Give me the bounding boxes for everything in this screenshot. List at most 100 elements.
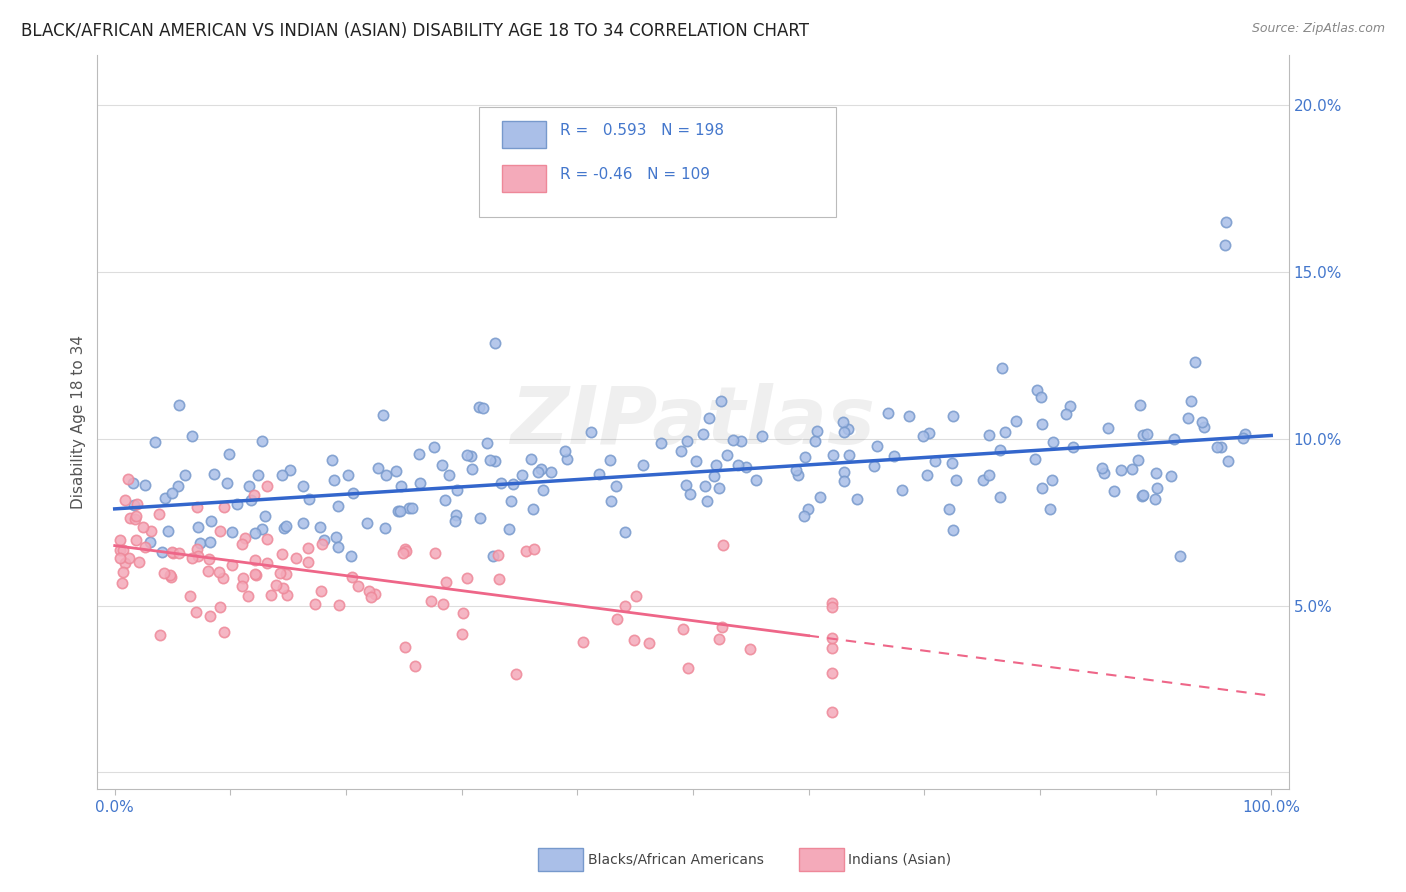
Point (160, 570, 183, 584)
Point (1177, 410, 1199, 425)
Point (250, 522, 273, 536)
Point (676, 661, 699, 675)
Point (233, 531, 256, 545)
Text: BLACK/AFRICAN AMERICAN VS INDIAN (ASIAN) DISABILITY AGE 18 TO 34 CORRELATION CHA: BLACK/AFRICAN AMERICAN VS INDIAN (ASIAN)… (21, 22, 808, 40)
Point (240, 492, 263, 507)
Point (703, 469, 725, 483)
Point (486, 548, 509, 562)
Point (1109, 463, 1132, 477)
Point (308, 520, 330, 534)
Point (298, 491, 321, 506)
Point (555, 452, 578, 467)
Point (785, 463, 807, 477)
Point (727, 458, 749, 472)
Point (138, 535, 160, 549)
Point (437, 467, 460, 482)
Point (1184, 355, 1206, 369)
Point (432, 597, 454, 611)
Point (588, 467, 610, 481)
Point (197, 564, 219, 578)
Point (735, 459, 758, 474)
Point (214, 625, 236, 640)
Point (527, 465, 550, 479)
Point (883, 449, 905, 463)
Point (1031, 417, 1053, 431)
Point (292, 516, 315, 530)
Point (821, 631, 844, 645)
Point (139, 524, 162, 538)
Point (118, 511, 141, 525)
Point (1102, 484, 1125, 499)
Point (243, 488, 266, 502)
Point (1024, 452, 1046, 467)
Point (360, 590, 382, 604)
Point (863, 459, 886, 474)
Point (395, 544, 418, 558)
Point (187, 549, 209, 564)
Point (155, 491, 177, 505)
Point (1160, 469, 1182, 483)
Point (832, 425, 855, 440)
Text: Blacks/African Americans: Blacks/African Americans (588, 853, 763, 867)
Point (260, 588, 283, 602)
Point (505, 666, 527, 681)
Point (197, 552, 219, 566)
Point (744, 473, 766, 487)
Point (198, 535, 221, 549)
Point (134, 478, 156, 492)
Point (1215, 215, 1237, 229)
Point (994, 425, 1017, 439)
Point (250, 434, 273, 449)
Point (1191, 415, 1213, 429)
Point (938, 502, 960, 516)
Point (110, 533, 132, 547)
Point (1042, 473, 1064, 487)
Point (730, 434, 752, 449)
FancyBboxPatch shape (502, 165, 547, 193)
Point (419, 594, 441, 608)
Point (942, 523, 965, 537)
Point (423, 440, 446, 454)
Point (1136, 427, 1159, 442)
Point (1163, 432, 1185, 446)
Point (679, 487, 702, 501)
Y-axis label: Disability Age 18 to 34: Disability Age 18 to 34 (72, 335, 86, 509)
Point (207, 565, 229, 579)
Point (179, 590, 201, 604)
Point (832, 465, 855, 479)
Point (531, 483, 554, 497)
Point (669, 443, 692, 458)
Point (941, 456, 963, 470)
Point (159, 568, 181, 582)
Point (392, 546, 415, 560)
Point (704, 458, 727, 472)
Point (599, 494, 621, 508)
Point (374, 468, 396, 483)
Point (342, 570, 364, 584)
Point (312, 533, 335, 548)
Point (340, 549, 363, 563)
Point (200, 608, 222, 623)
Text: R =   0.593   N = 198: R = 0.593 N = 198 (560, 122, 724, 137)
Point (180, 551, 202, 566)
Point (297, 555, 319, 569)
Point (246, 467, 269, 482)
Point (1180, 393, 1202, 408)
Point (364, 587, 387, 601)
Point (157, 524, 180, 538)
Point (540, 465, 562, 479)
Point (394, 640, 416, 655)
Point (231, 579, 253, 593)
Point (821, 705, 844, 719)
Point (890, 483, 912, 497)
Point (374, 521, 396, 535)
Point (519, 451, 541, 466)
Point (398, 500, 420, 515)
Point (972, 473, 994, 487)
Point (443, 514, 465, 528)
Point (1132, 427, 1154, 442)
Point (751, 429, 773, 443)
Point (143, 434, 166, 449)
Point (434, 574, 457, 589)
Point (117, 472, 139, 486)
